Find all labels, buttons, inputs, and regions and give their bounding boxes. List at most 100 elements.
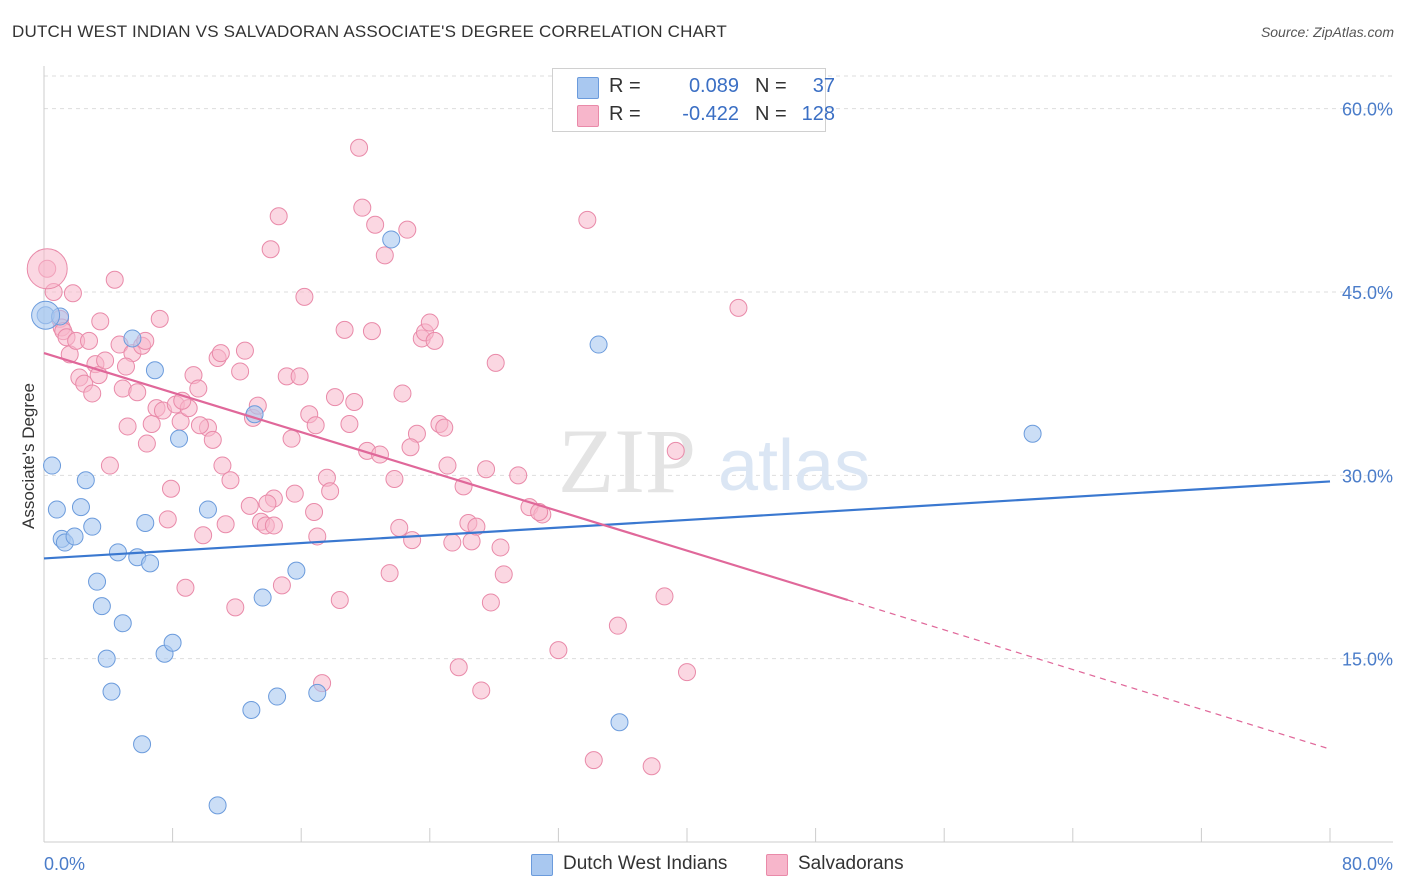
trend-line-dutch-west-indians	[43, 480, 1331, 560]
axes	[43, 66, 1393, 843]
y-tick-label: 30.0%	[1342, 466, 1393, 486]
salvadoran-point	[335, 320, 354, 339]
dutch-west-indian-point	[308, 683, 327, 702]
salvadoran-point	[642, 757, 661, 776]
salvadoran-point	[729, 298, 748, 317]
dutch-west-indian-point	[382, 230, 401, 249]
salvadoran-point	[380, 564, 399, 583]
salvadoran-point	[231, 362, 250, 381]
dutch-west-indian-point	[208, 796, 227, 815]
y-tick-label: 60.0%	[1342, 100, 1393, 120]
y-tick-label: 15.0%	[1342, 650, 1393, 670]
legend-n-value: 128	[801, 103, 835, 125]
salvadoran-point	[128, 383, 147, 402]
dutch-west-indian-point-large	[31, 300, 61, 330]
salvadoran-point	[390, 518, 409, 537]
trend-line-salvadorans-extension	[847, 599, 1331, 750]
dutch-west-indian-point	[43, 456, 62, 475]
salvadoran-point	[321, 482, 340, 501]
salvadoran-point	[305, 503, 324, 521]
salvadoran-point	[472, 681, 491, 700]
salvadoran-point	[261, 240, 280, 259]
salvadoran-point	[403, 531, 422, 550]
dutch-west-indian-point	[1023, 424, 1042, 443]
dutch-west-indian-point	[65, 527, 84, 546]
salvadoran-point	[449, 658, 468, 677]
salvadoran-point	[325, 388, 344, 407]
salvadoran-point	[398, 220, 417, 239]
salvadoran-point	[213, 456, 232, 475]
salvadoran-point	[481, 593, 500, 612]
salvadoran-point	[340, 415, 359, 433]
salvadoran-point	[393, 384, 412, 403]
salvadoran-point	[91, 312, 110, 331]
salvadoran-point	[608, 616, 627, 635]
salvadoran-point	[118, 417, 137, 436]
dutch-west-indian-point	[113, 614, 132, 633]
legend-label: Dutch West Indians	[563, 853, 728, 874]
salvadoran-point	[83, 384, 102, 403]
salvadoran-point	[221, 471, 240, 490]
salvadoran-point	[345, 393, 364, 411]
trend-line-salvadorans	[43, 352, 849, 602]
salvadoran-point	[258, 494, 277, 513]
watermark: ZIP atlas	[558, 410, 870, 512]
salvadoran-point	[578, 210, 597, 229]
dutch-west-indian-point	[170, 429, 189, 448]
salvadoran-point	[100, 456, 119, 475]
salvadoran-points	[26, 138, 748, 776]
trend-lines	[43, 352, 1331, 750]
salvadoran-point	[494, 565, 513, 584]
dutch-west-indian-point	[97, 649, 116, 668]
salvadoran-point	[226, 598, 245, 617]
salvadoran-point	[420, 313, 439, 332]
salvadoran-point	[330, 591, 349, 609]
y-axis-label: Associate's Degree	[19, 383, 38, 529]
chart-source: Source: ZipAtlas.com	[1260, 24, 1394, 40]
salvadoran-point	[666, 441, 685, 460]
salvadoran-point	[203, 430, 222, 449]
salvadoran-point	[116, 357, 135, 376]
legend-label: Salvadorans	[798, 853, 904, 874]
dutch-west-indian-point	[102, 682, 121, 701]
dutch-west-indian-point	[108, 543, 127, 562]
salvadoran-point	[240, 496, 259, 515]
salvadoran-point	[176, 578, 195, 597]
salvadoran-point	[282, 429, 301, 448]
salvadoran-point	[425, 331, 444, 350]
salvadoran-point	[63, 284, 82, 303]
salvadoran-point	[366, 215, 385, 234]
dutch-west-indian-point	[610, 713, 629, 732]
salvadoran-point	[467, 517, 486, 536]
salvadoran-point	[105, 270, 124, 289]
salvadoran-point	[290, 367, 309, 386]
salvadoran-point	[454, 477, 473, 496]
dutch-west-indian-point	[268, 687, 287, 706]
salvadoran-point	[161, 479, 180, 498]
legend-n-value: 37	[812, 75, 835, 97]
salvadoran-point	[142, 415, 161, 433]
salvadoran-point	[353, 198, 372, 217]
dutch-west-indian-point	[92, 597, 111, 616]
dutch-west-indian-point	[145, 361, 164, 380]
dutch-west-indian-point	[71, 498, 90, 517]
chart-title: DUTCH WEST INDIAN VS SALVADORAN ASSOCIAT…	[12, 22, 727, 41]
salvadoran-point	[401, 438, 420, 457]
watermark-atlas: atlas	[718, 426, 870, 506]
dutch-west-indian-point	[47, 500, 66, 519]
salvadoran-point	[350, 138, 369, 157]
salvadoran-point	[678, 663, 696, 682]
legend-n-label: N =	[755, 103, 787, 125]
dutch-west-indian-point	[163, 633, 182, 652]
salvadoran-point	[306, 416, 325, 435]
dutch-west-indian-point	[198, 500, 217, 519]
blue-swatch	[531, 854, 553, 876]
salvadoran-point	[655, 587, 674, 606]
salvadoran-point	[308, 527, 327, 546]
legend-r-label: R =	[609, 75, 641, 97]
salvadoran-point	[443, 533, 462, 552]
dutch-west-indian-point	[133, 735, 152, 754]
salvadoran-point	[491, 538, 510, 557]
salvadoran-point	[194, 526, 213, 545]
